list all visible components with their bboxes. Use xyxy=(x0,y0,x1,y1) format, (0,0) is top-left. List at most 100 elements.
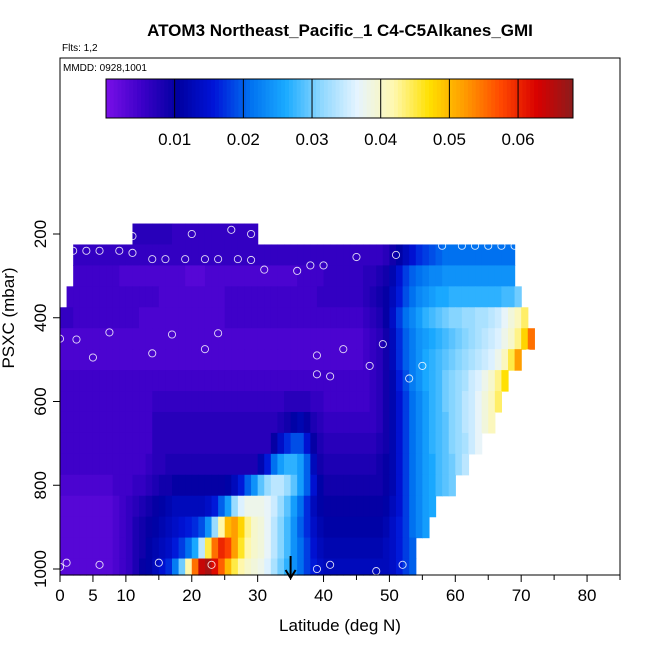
heatmap-cell xyxy=(382,453,391,476)
heatmap-cell xyxy=(125,474,134,497)
heatmap-cell xyxy=(442,307,450,329)
heatmap-cell xyxy=(336,474,344,497)
heatmap-cell xyxy=(152,516,160,539)
heatmap-cell xyxy=(152,328,160,350)
heatmap-cell xyxy=(376,558,384,576)
heatmap-cell xyxy=(316,495,325,518)
heatmap-cell xyxy=(86,495,94,518)
heatmap-cell xyxy=(330,495,338,518)
colorbar-segment xyxy=(335,79,340,118)
heatmap-cell xyxy=(224,495,232,518)
heatmap-cell xyxy=(356,537,364,560)
heatmap-cell xyxy=(382,558,391,576)
colorbar-segment xyxy=(316,79,321,118)
heatmap-cell xyxy=(172,307,180,329)
heatmap-cell xyxy=(369,349,377,371)
heatmap-cell xyxy=(349,453,358,476)
heatmap-cell xyxy=(198,391,206,413)
heatmap-cell xyxy=(224,307,232,329)
heatmap-cell xyxy=(86,286,94,308)
heatmap-cell xyxy=(165,286,173,308)
heatmap-cell xyxy=(481,307,489,329)
sample-point xyxy=(247,255,256,265)
colorbar-segment xyxy=(413,79,418,118)
heatmap-cell xyxy=(349,474,358,497)
heatmap-cell xyxy=(244,223,252,246)
colorbar-segment xyxy=(370,79,376,118)
heatmap-cell xyxy=(284,370,292,392)
heatmap-cell xyxy=(270,349,279,371)
heatmap-cell xyxy=(277,432,285,455)
colorbar-segment xyxy=(421,79,426,118)
heatmap-cell xyxy=(376,474,384,497)
heatmap-cell xyxy=(488,307,496,329)
heatmap-cell xyxy=(303,474,311,497)
heatmap-cell xyxy=(442,474,450,497)
y-axis-label: PSXC (mbar) xyxy=(0,267,18,368)
heatmap-cell xyxy=(139,349,147,371)
heatmap-cell xyxy=(92,411,101,434)
heatmap-cell xyxy=(369,370,377,392)
colorbar-segment xyxy=(425,79,430,118)
heatmap-cell xyxy=(264,411,272,434)
heatmap-cell xyxy=(488,328,496,350)
heatmap-cell xyxy=(119,432,127,455)
heatmap-cell xyxy=(139,474,147,497)
heatmap-cell xyxy=(415,432,423,455)
heatmap-cell xyxy=(257,495,265,518)
colorbar-segment xyxy=(261,79,267,118)
heatmap-cell xyxy=(191,432,199,455)
colorbar-segment xyxy=(292,79,298,118)
colorbar-segment xyxy=(152,79,158,118)
heatmap-cell xyxy=(442,265,450,287)
heatmap-cell xyxy=(139,286,147,308)
heatmap-cell xyxy=(145,349,153,371)
heatmap-cell xyxy=(251,349,259,371)
heatmap-cell xyxy=(382,391,391,413)
heatmap-cell xyxy=(448,286,456,308)
heatmap-cell xyxy=(396,495,404,518)
heatmap-cell xyxy=(237,474,246,497)
heatmap-cell xyxy=(237,349,246,371)
heatmap-cell xyxy=(316,516,325,539)
heatmap-cell xyxy=(409,391,417,413)
heatmap-cell xyxy=(237,495,246,518)
heatmap-cell xyxy=(415,391,423,413)
heatmap-cell xyxy=(224,223,232,246)
heatmap-cell xyxy=(73,474,81,497)
heatmap-cell xyxy=(481,286,489,308)
heatmap-cell xyxy=(92,537,101,560)
heatmap-cell xyxy=(316,349,325,371)
heatmap-cell xyxy=(270,265,279,287)
heatmap-cell xyxy=(60,537,68,560)
heatmap-cell xyxy=(158,223,167,246)
sample-point xyxy=(233,255,242,264)
heatmap-cell xyxy=(442,432,450,455)
colorbar-segment xyxy=(456,79,461,118)
heatmap-cell xyxy=(112,432,120,455)
colorbar-segment xyxy=(109,79,115,118)
heatmap-cell xyxy=(376,453,384,476)
heatmap-cell xyxy=(310,328,318,350)
heatmap-cell xyxy=(514,328,522,350)
heatmap-cell xyxy=(204,495,213,518)
heatmap-cell xyxy=(389,537,397,560)
heatmap-cell xyxy=(92,391,101,413)
heatmap-cell xyxy=(316,391,325,413)
heatmap-cell xyxy=(145,286,153,308)
heatmap-cell xyxy=(290,537,298,560)
heatmap-cell xyxy=(435,244,443,267)
colorbar-segment xyxy=(218,79,224,118)
heatmap-cell xyxy=(481,265,489,287)
sample-point xyxy=(105,328,114,337)
heatmap-cell xyxy=(435,391,443,413)
heatmap-cell xyxy=(145,474,153,497)
heatmap-cell xyxy=(198,432,206,455)
colorbar-tick-labels: 0.01 0.02 0.03 0.04 0.05 0.06 xyxy=(158,130,534,149)
heatmap-cell xyxy=(257,432,265,455)
heatmap-cell xyxy=(119,307,127,329)
heatmap-cell xyxy=(297,391,305,413)
heatmap-cell xyxy=(442,328,450,350)
heatmap-cell xyxy=(415,495,423,518)
heatmap-cell xyxy=(323,391,331,413)
